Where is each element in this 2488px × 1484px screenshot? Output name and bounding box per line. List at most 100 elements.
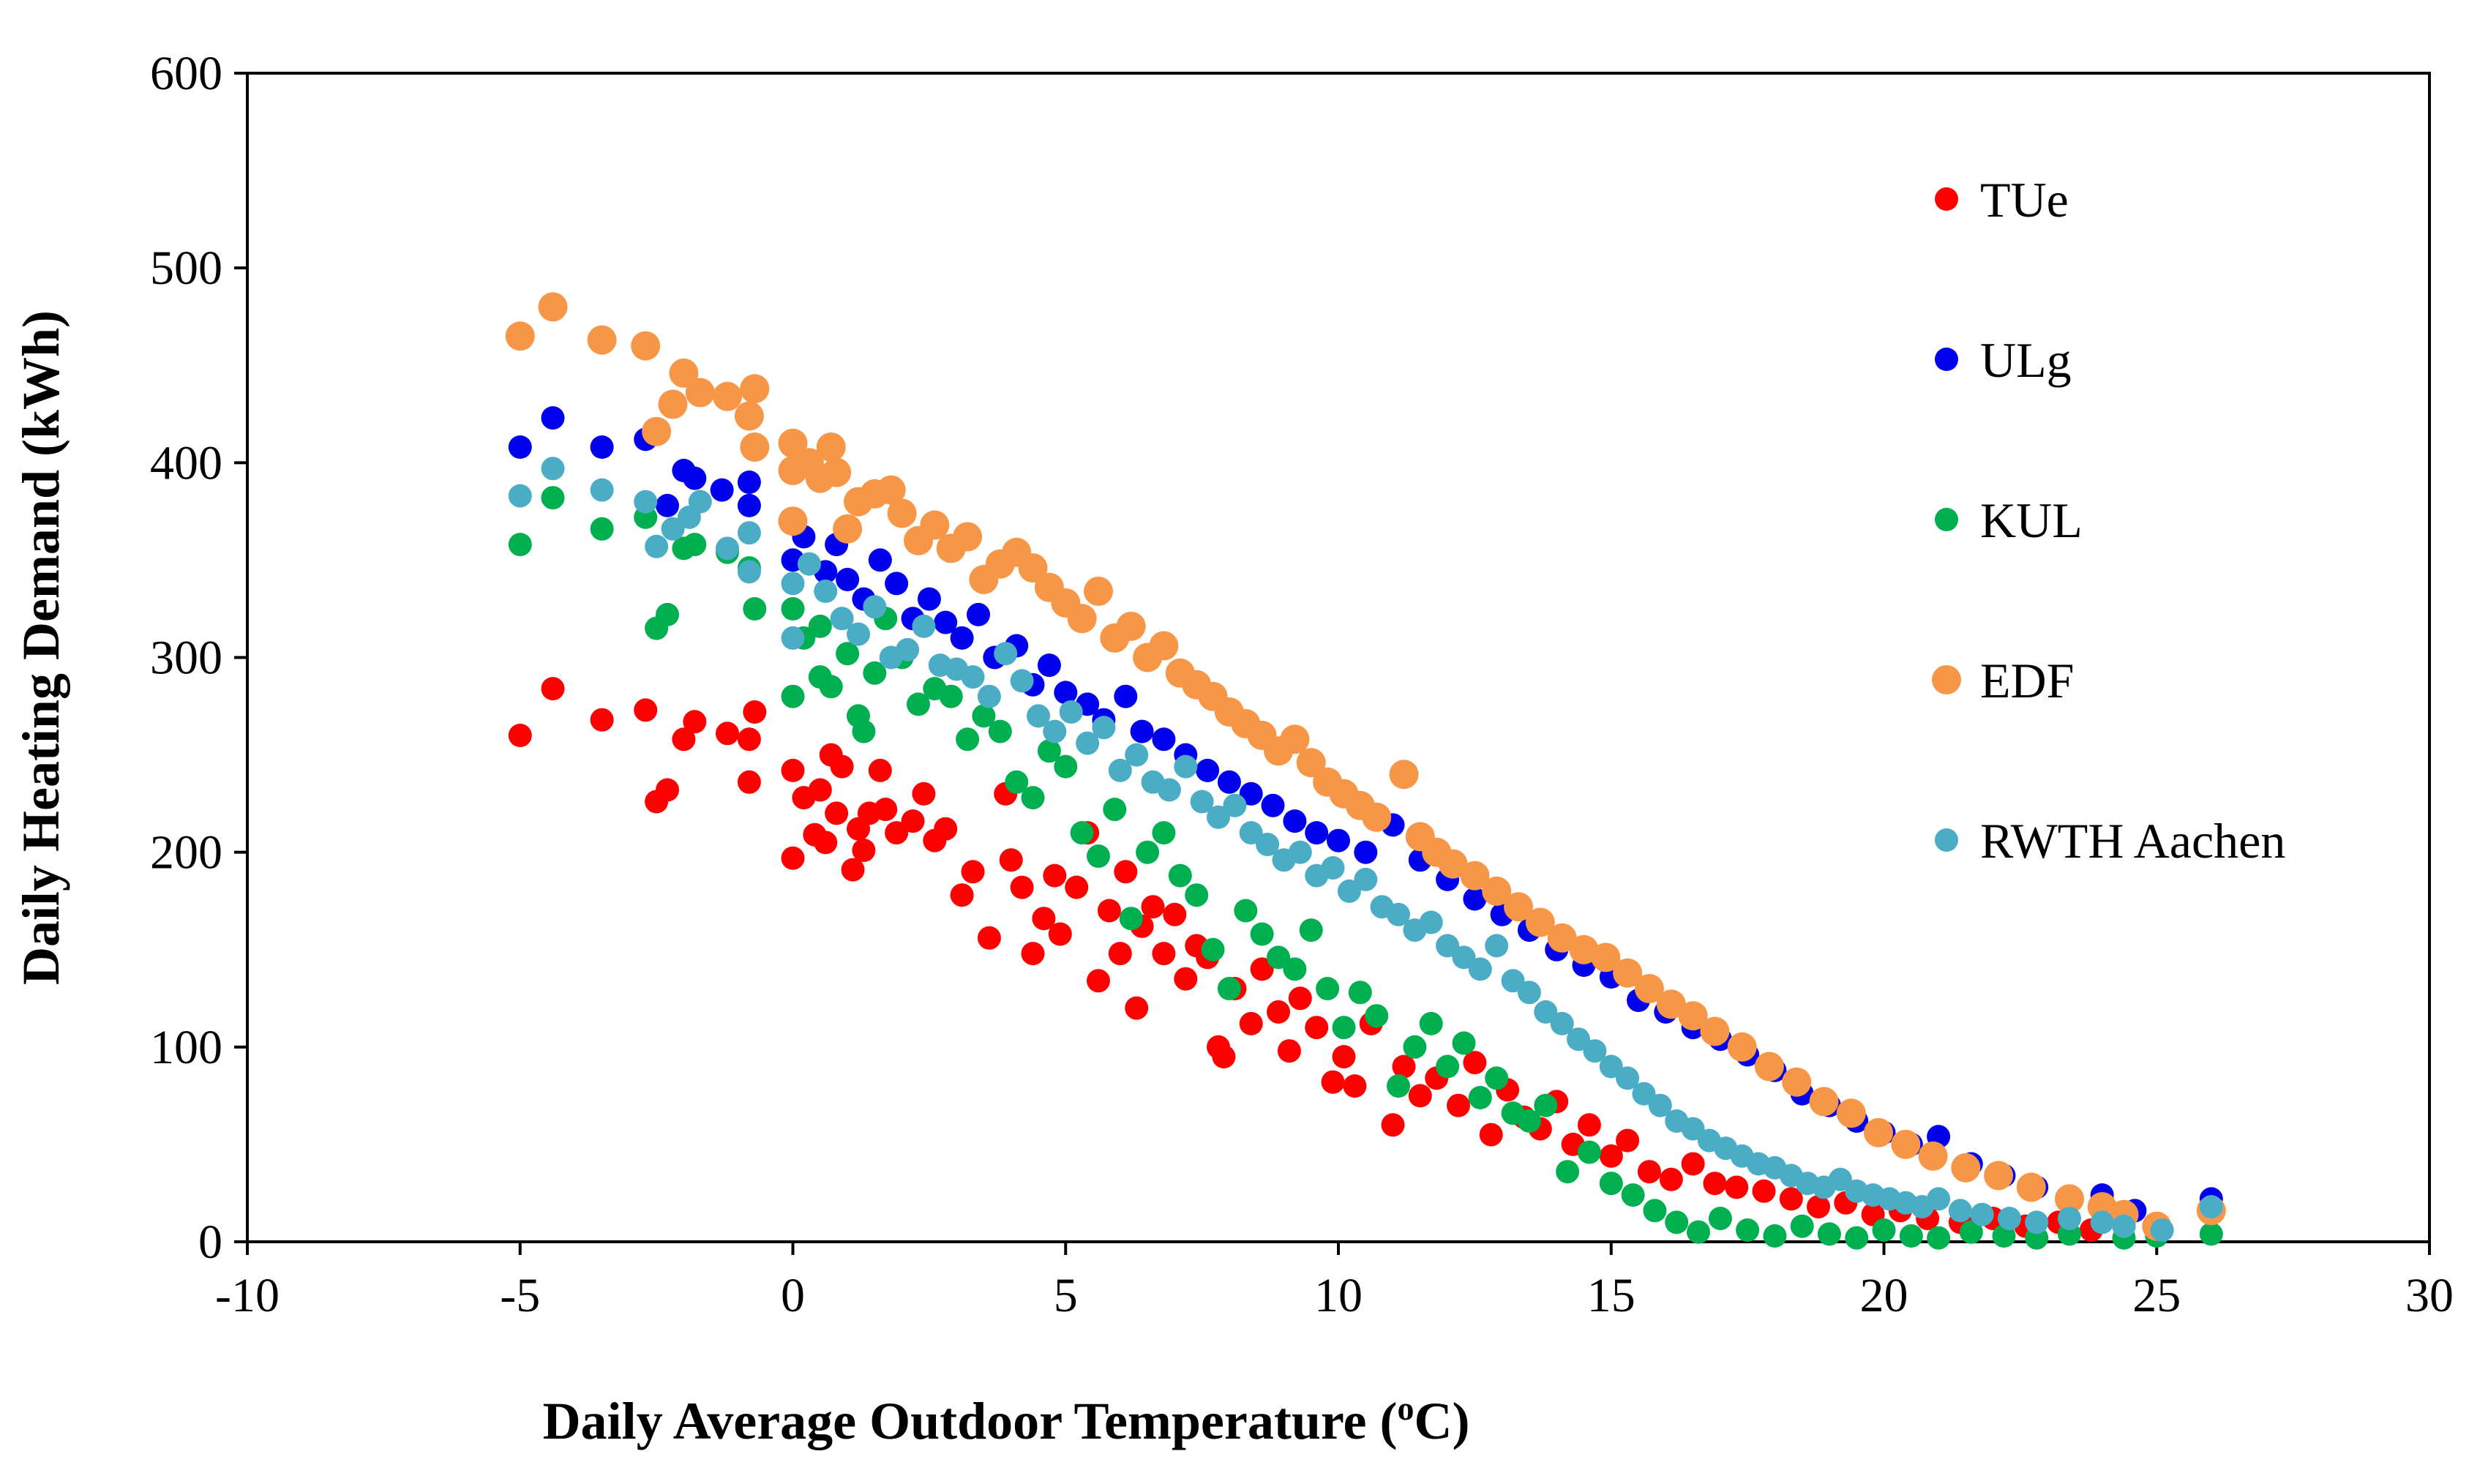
data-point bbox=[1054, 681, 1078, 705]
x-axis-title-unit: C) bbox=[1414, 1392, 1469, 1450]
data-point bbox=[852, 839, 876, 862]
data-point bbox=[816, 432, 846, 462]
data-point bbox=[683, 466, 707, 490]
data-point bbox=[808, 778, 832, 802]
x-tick-label: 10 bbox=[1314, 1269, 1363, 1322]
legend-marker bbox=[1935, 187, 1958, 211]
data-point bbox=[1332, 1016, 1356, 1040]
x-tick-label: 0 bbox=[781, 1269, 805, 1322]
data-point bbox=[1021, 942, 1045, 966]
y-tick-label: 300 bbox=[150, 632, 222, 685]
data-point bbox=[1337, 879, 1361, 903]
data-point bbox=[1927, 1187, 1951, 1211]
data-point bbox=[1174, 754, 1198, 779]
data-point bbox=[1392, 1054, 1416, 1079]
data-point bbox=[912, 614, 936, 638]
data-point bbox=[1032, 907, 1056, 931]
data-point bbox=[1951, 1153, 1981, 1183]
data-point bbox=[740, 432, 770, 462]
data-point bbox=[1687, 1220, 1710, 1244]
data-point bbox=[587, 325, 617, 355]
data-point bbox=[1727, 1032, 1757, 1062]
data-point bbox=[508, 484, 532, 508]
data-point bbox=[1250, 922, 1274, 946]
data-point bbox=[1114, 684, 1138, 708]
data-point bbox=[1891, 1129, 1921, 1159]
data-point bbox=[683, 533, 707, 557]
x-tick-label: 30 bbox=[2405, 1269, 2454, 1322]
data-point bbox=[833, 514, 863, 544]
data-point bbox=[1217, 977, 1241, 1000]
data-point bbox=[1948, 1199, 1972, 1223]
data-point bbox=[1185, 883, 1209, 907]
data-point bbox=[2199, 1222, 2223, 1246]
data-point bbox=[1196, 758, 1220, 782]
y-axis-title: Daily Heating Demand (kWh) bbox=[12, 310, 70, 985]
x-tick-label: 25 bbox=[2132, 1269, 2181, 1322]
data-point bbox=[1152, 821, 1176, 845]
data-point bbox=[1152, 942, 1176, 966]
data-point bbox=[656, 778, 679, 802]
data-point bbox=[1809, 1087, 1839, 1117]
data-point bbox=[1174, 967, 1198, 991]
data-point bbox=[1616, 1066, 1640, 1090]
data-point bbox=[1577, 1140, 1601, 1164]
data-point bbox=[1190, 790, 1214, 814]
data-point bbox=[716, 536, 739, 561]
data-point bbox=[2055, 1184, 2084, 1214]
data-point bbox=[740, 374, 770, 404]
data-point bbox=[1114, 860, 1138, 884]
data-point bbox=[917, 587, 941, 611]
data-point bbox=[1864, 1117, 1893, 1147]
data-point bbox=[1354, 840, 1378, 864]
data-point bbox=[778, 506, 808, 536]
data-point bbox=[836, 568, 860, 591]
data-point bbox=[863, 661, 887, 685]
data-point bbox=[1634, 974, 1664, 1003]
data-point bbox=[1018, 553, 1048, 583]
data-point bbox=[661, 517, 685, 541]
data-point bbox=[1288, 986, 1312, 1011]
data-point bbox=[1782, 1067, 1812, 1097]
data-point bbox=[1501, 969, 1525, 993]
legend-label: ULg bbox=[1980, 332, 2072, 388]
data-point bbox=[1447, 1093, 1470, 1117]
data-point bbox=[1239, 821, 1263, 845]
y-tick-label: 0 bbox=[198, 1215, 222, 1269]
data-point bbox=[1087, 844, 1110, 868]
data-point bbox=[1387, 1074, 1410, 1098]
data-point bbox=[1517, 981, 1541, 1005]
data-point bbox=[781, 758, 805, 782]
data-point bbox=[1408, 1084, 1432, 1108]
data-point bbox=[1250, 957, 1274, 981]
y-tick-label: 200 bbox=[150, 826, 222, 880]
legend-label: KUL bbox=[1980, 492, 2083, 548]
data-point bbox=[999, 848, 1023, 872]
data-point bbox=[1468, 1086, 1492, 1109]
data-point bbox=[634, 698, 658, 722]
data-point bbox=[778, 428, 808, 458]
data-point bbox=[1305, 1016, 1329, 1040]
data-point bbox=[934, 817, 958, 841]
data-point bbox=[1321, 856, 1345, 880]
data-point bbox=[1130, 719, 1154, 743]
data-point bbox=[830, 754, 854, 779]
data-point bbox=[1763, 1224, 1787, 1248]
data-point bbox=[1163, 902, 1187, 926]
data-point bbox=[508, 724, 532, 747]
data-point bbox=[1103, 798, 1127, 822]
data-point bbox=[988, 719, 1012, 743]
y-tick-label: 100 bbox=[150, 1021, 222, 1074]
data-point bbox=[737, 560, 761, 584]
data-point bbox=[716, 722, 739, 746]
data-point bbox=[1010, 875, 1034, 899]
data-point bbox=[781, 597, 805, 621]
data-point bbox=[1754, 1052, 1784, 1082]
data-point bbox=[1256, 833, 1280, 856]
data-point bbox=[1387, 902, 1410, 926]
data-point bbox=[631, 331, 661, 361]
data-point bbox=[656, 602, 679, 626]
data-point bbox=[658, 389, 688, 419]
legend-label: RWTH Aachen bbox=[1980, 813, 2285, 869]
data-point bbox=[1504, 892, 1533, 922]
